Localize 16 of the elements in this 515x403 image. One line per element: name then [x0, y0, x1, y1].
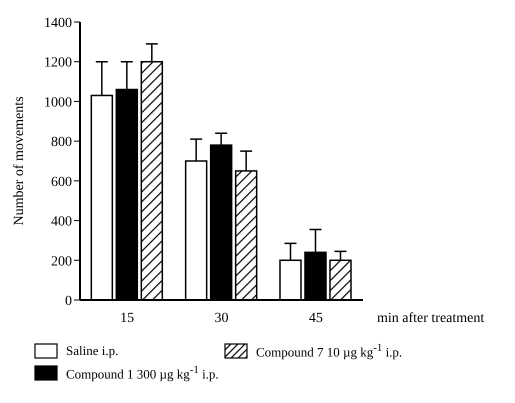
x-axis-title: min after treatment — [377, 311, 484, 326]
legend-label: Compound 1 300 µg kg$^{-1}$ i.p. — [66, 364, 219, 383]
y-tick-label: 200 — [51, 254, 72, 270]
x-tick-label: 30 — [214, 310, 228, 326]
y-tick-label: 1000 — [44, 95, 72, 110]
y-tick-label: 600 — [51, 174, 72, 190]
x-tick-label: 15 — [120, 310, 134, 326]
y-tick-label: 1200 — [44, 56, 72, 71]
y-axis-title: Number of movements — [12, 96, 27, 226]
y-tick-label: 400 — [51, 214, 72, 230]
legend-label: Saline i.p. — [66, 343, 118, 360]
y-tick-label: 0 — [65, 294, 72, 309]
legend-label: Compound 7 10 µg kg$^{-1}$ i.p. — [256, 342, 402, 360]
y-tick-label: 800 — [51, 135, 72, 150]
x-tick-label: 45 — [308, 310, 323, 326]
y-tick-label: 1400 — [44, 16, 72, 31]
